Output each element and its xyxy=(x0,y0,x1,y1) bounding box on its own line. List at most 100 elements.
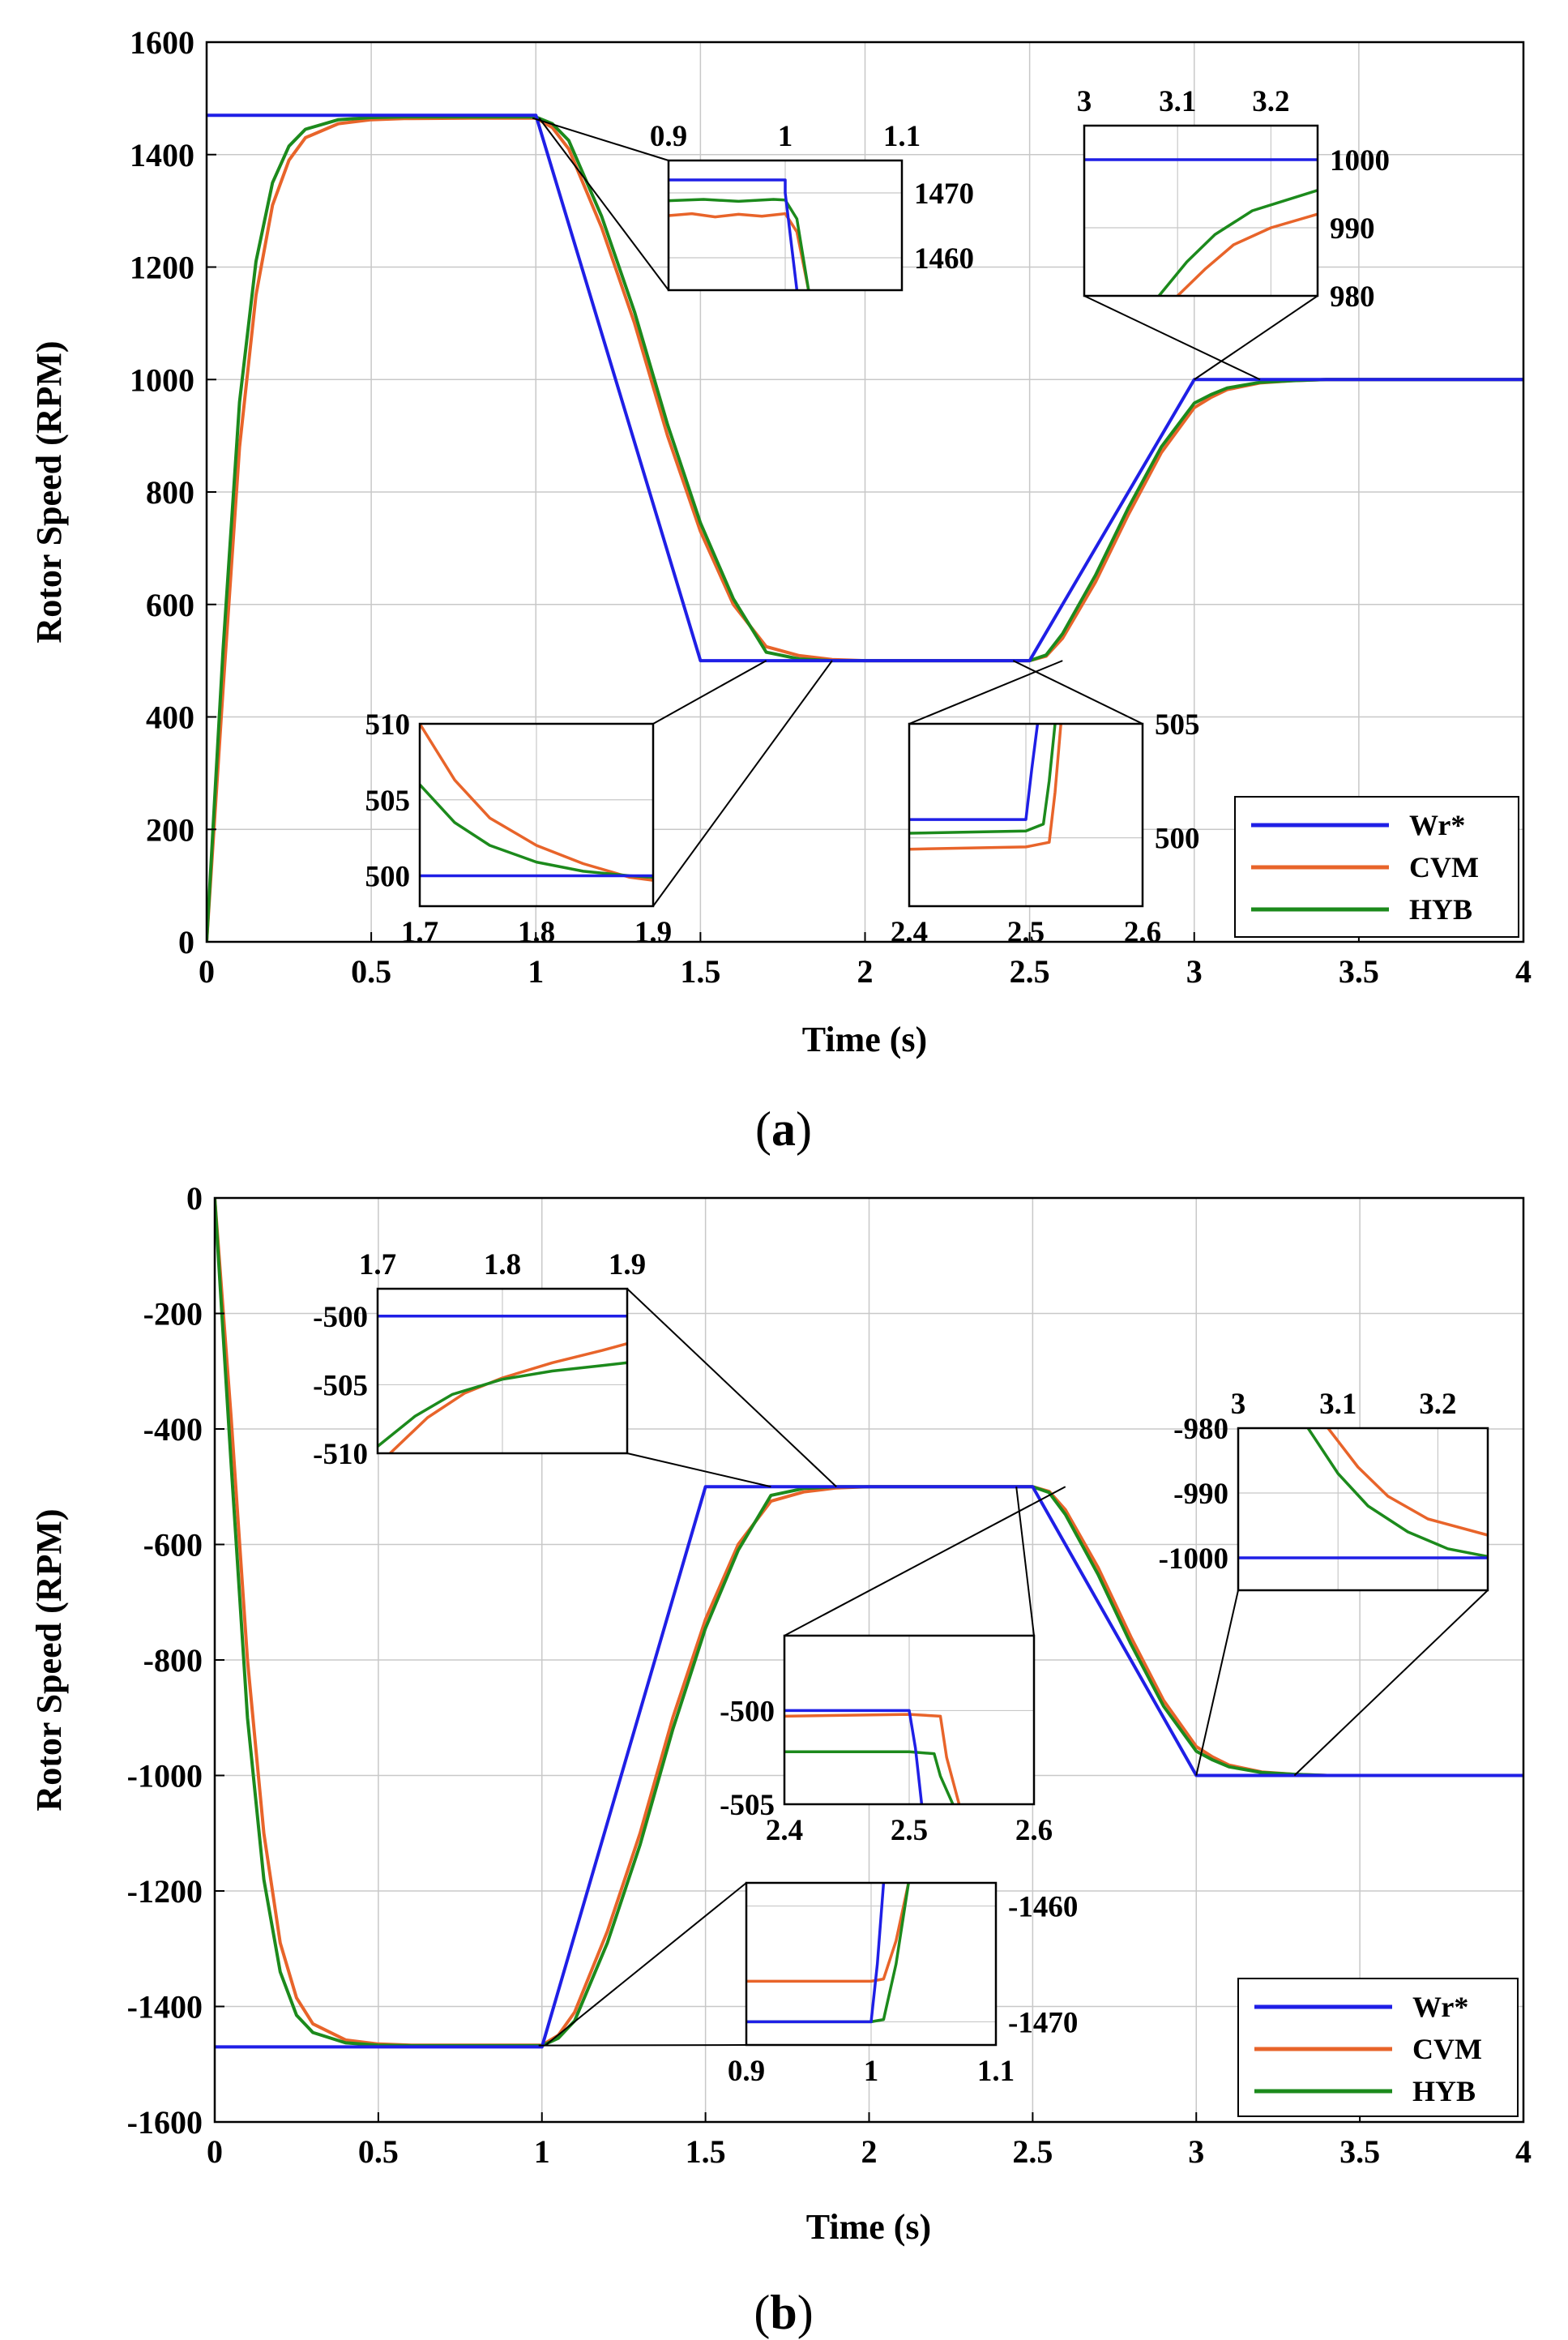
inset-y-tick-label: 500 xyxy=(365,861,411,894)
y-tick-label: 1000 xyxy=(130,361,194,398)
inset-frame xyxy=(783,1634,1036,1806)
inset: 0.9 1 1.1 1460 1470 xyxy=(532,117,974,292)
x-tick-label: 0.5 xyxy=(358,2133,399,2170)
x-tick-label: 3.5 xyxy=(1339,2133,1380,2170)
legend-label: HYB xyxy=(1412,2075,1476,2107)
inset-series-ref xyxy=(909,724,1040,821)
inset-x-tick-label: 1.7 xyxy=(401,916,438,949)
inset-series-cvm xyxy=(746,1883,910,1983)
y-tick-label: 0 xyxy=(186,1180,203,1217)
inset-connector xyxy=(652,660,833,907)
inset-x-tick-label: 2.6 xyxy=(1124,916,1161,949)
inset: 1.7 1.8 1.9 -500 -505 -510 xyxy=(313,1248,837,1488)
inset-x-tick-label: 1.9 xyxy=(634,916,672,949)
inset-x-tick-label: 1.1 xyxy=(883,120,921,153)
series-line-cvm xyxy=(207,116,1523,942)
caption-letter: b xyxy=(770,2286,797,2339)
inset-series-cvm xyxy=(420,724,653,882)
x-tick-label: 0.5 xyxy=(351,953,391,990)
inset-x-tick-label: 1.1 xyxy=(977,2055,1015,2088)
inset-x-tick-label: 3 xyxy=(1231,1388,1246,1421)
chart-b: 0 0.5 1 1.5 2 2.5 3 3.5 4 0 -200 -400 -600 -800 -1000 -… xyxy=(29,1180,1532,2247)
caption-b: (b) xyxy=(754,2286,813,2339)
inset-frame xyxy=(376,1287,629,1455)
inset-y-tick-label: 990 xyxy=(1330,212,1375,246)
inset-x-tick-label: 2.6 xyxy=(1015,1814,1053,1847)
inset-frame xyxy=(1237,1427,1489,1592)
x-tick-label: 1 xyxy=(528,953,544,990)
inset-y-tick-label: -1000 xyxy=(1159,1542,1228,1576)
inset-connector xyxy=(626,1288,837,1487)
inset-y-tick-label: -510 xyxy=(313,1438,368,1471)
inset-y-tick-label: 505 xyxy=(365,785,411,818)
inset-y-tick-label: 1470 xyxy=(914,178,974,211)
x-tick-label: 0 xyxy=(199,953,215,990)
x-tick-label: 0 xyxy=(207,2133,223,2170)
inset-connector xyxy=(1195,1589,1239,1776)
series-line-ref xyxy=(207,113,1523,663)
y-tick-label: 800 xyxy=(146,474,194,511)
inset-y-tick-label: 1460 xyxy=(914,242,974,276)
inset-series-ref xyxy=(784,1709,924,1804)
x-tick-label: 2 xyxy=(861,2133,878,2170)
inset: 3 3.1 3.2 -980 -990 -1000 xyxy=(1159,1388,1489,1777)
inset-frame xyxy=(667,159,904,292)
inset-x-tick-label: 1.9 xyxy=(609,1248,646,1281)
x-tick-label: 2.5 xyxy=(1010,953,1050,990)
inset-frame xyxy=(1083,124,1319,297)
inset: 1.7 1.8 1.9 500 505 510 xyxy=(365,660,833,949)
inset-x-tick-label: 3.2 xyxy=(1252,85,1289,118)
y-tick-label: 1200 xyxy=(130,250,194,286)
y-tick-label: 1400 xyxy=(130,137,194,173)
inset-series-cvm xyxy=(1327,1428,1488,1537)
inset-connector xyxy=(1012,660,1143,725)
inset-series-cvm xyxy=(784,1713,961,1804)
inset-series-hyb xyxy=(784,1750,955,1804)
inset-y-tick-label: -980 xyxy=(1173,1413,1228,1446)
inset-y-tick-label: -505 xyxy=(313,1369,368,1402)
chart-a: 0 0.5 1 1.5 2 2.5 3 3.5 4 0 200 400 600 800 1000 1200 14… xyxy=(29,24,1532,1059)
inset-connector xyxy=(1293,1589,1489,1777)
inset-x-tick-label: 1 xyxy=(864,2055,879,2088)
caption-paren: ) xyxy=(797,2286,814,2339)
inset-y-tick-label: -1460 xyxy=(1008,1891,1078,1924)
y-axis-label: Rotor Speed (RPM) xyxy=(29,340,69,643)
inset-connector xyxy=(626,1452,771,1488)
inset-connector xyxy=(538,118,669,291)
inset-x-tick-label: 2.5 xyxy=(891,1814,928,1847)
inset-series-hyb xyxy=(378,1361,627,1448)
caption-letter: a xyxy=(771,1102,796,1156)
inset-frame xyxy=(745,1881,998,2047)
inset-series-hyb xyxy=(1306,1428,1488,1559)
inset-connector xyxy=(532,117,669,161)
inset-x-tick-label: 1.8 xyxy=(518,916,555,949)
x-tick-label: 3.5 xyxy=(1339,953,1379,990)
inset-x-tick-label: 3.1 xyxy=(1319,1388,1357,1421)
y-tick-label: 600 xyxy=(146,587,194,623)
y-tick-label: 400 xyxy=(146,699,194,736)
inset-y-tick-label: 510 xyxy=(365,708,411,742)
y-tick-label: -600 xyxy=(143,1527,203,1564)
inset-area xyxy=(1084,126,1318,296)
caption-paren: ) xyxy=(796,1102,812,1156)
x-tick-label: 3 xyxy=(1186,953,1203,990)
x-axis-label: Time (s) xyxy=(802,1020,927,1059)
x-tick-label: 1 xyxy=(534,2133,550,2170)
inset-series-group xyxy=(420,724,653,882)
inset-connector xyxy=(652,660,767,725)
legend-label: Wr* xyxy=(1409,809,1465,841)
inset-series-hyb xyxy=(1157,189,1318,296)
series-group xyxy=(207,113,1523,942)
inset-y-tick-label: -505 xyxy=(720,1789,775,1822)
legend-label: HYB xyxy=(1409,893,1472,926)
y-tick-label: 0 xyxy=(178,924,194,960)
inset-area xyxy=(1238,1428,1488,1590)
inset-x-tick-label: 2.4 xyxy=(891,916,928,949)
inset-frame xyxy=(908,722,1144,908)
inset-y-tick-label: -500 xyxy=(313,1301,368,1334)
inset-series-group xyxy=(784,1709,961,1804)
inset-connector xyxy=(538,2044,747,2047)
inset-series-group xyxy=(746,1883,910,2024)
inset: 3 3.1 3.2 980 990 1000 xyxy=(1077,85,1390,381)
y-tick-label: -800 xyxy=(143,1642,203,1679)
